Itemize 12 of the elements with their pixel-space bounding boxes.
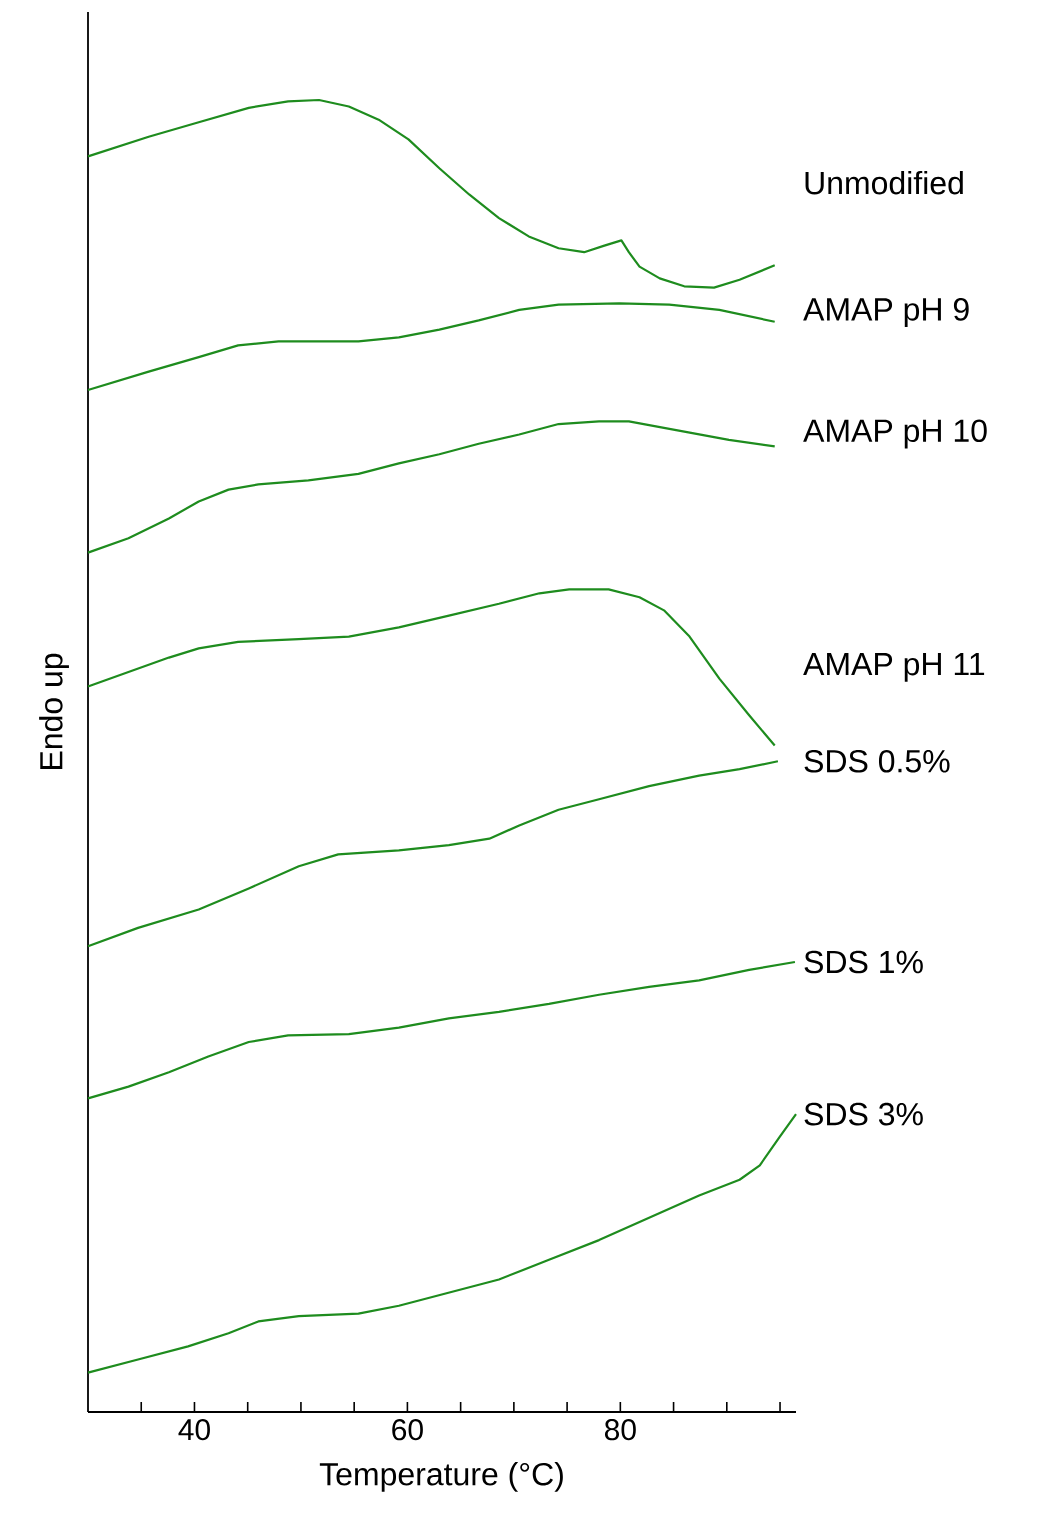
series-label: SDS 3% bbox=[804, 1102, 923, 1126]
text: Unmodified bbox=[805, 170, 963, 195]
series-label: AMAP pH 9 bbox=[803, 298, 969, 328]
x-axis-title: Temperature (°C) bbox=[319, 1462, 563, 1492]
series-label: SDS 1% bbox=[804, 950, 923, 974]
series-label: SDS 0.5% bbox=[804, 749, 950, 773]
y-axis-title: Endo up bbox=[39, 653, 69, 769]
x-tick-label: 80 bbox=[604, 1419, 636, 1441]
series-label: AMAP pH 11 bbox=[803, 653, 985, 682]
x-tick-label: 40 bbox=[178, 1419, 210, 1441]
x-tick-label: 60 bbox=[392, 1419, 423, 1441]
series-label: AMAP pH 10 bbox=[803, 419, 987, 449]
